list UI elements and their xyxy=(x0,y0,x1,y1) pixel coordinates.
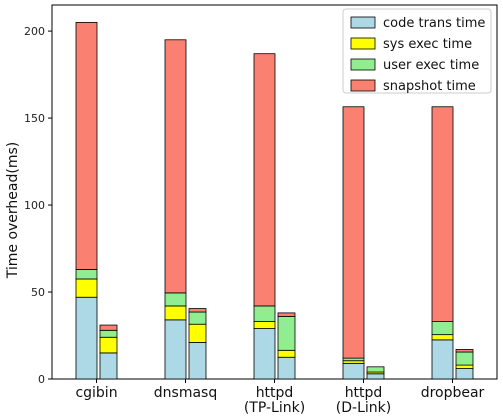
legend-swatch xyxy=(350,16,376,29)
bar-segment-user-exec-time xyxy=(75,269,98,280)
bar-segment-sys-exec-time xyxy=(164,305,187,321)
legend-swatch xyxy=(350,58,376,71)
x-tick-label: httpd (TP-Link) xyxy=(244,385,305,416)
bar-segment-sys-exec-time xyxy=(75,278,98,298)
legend-label: user exec time xyxy=(383,58,479,73)
bar-segment-sys-exec-time xyxy=(188,323,207,343)
bar-segment-user-exec-time xyxy=(164,292,187,307)
bar-segment-snapshot-time xyxy=(455,349,474,353)
bar-segment-code-trans-time xyxy=(455,368,474,380)
bar-segment-user-exec-time xyxy=(99,329,118,338)
y-tick-label: 200 xyxy=(24,25,45,38)
bar-segment-code-trans-time xyxy=(253,328,276,380)
bar-segment-code-trans-time xyxy=(164,319,187,380)
bar-segment-user-exec-time xyxy=(431,321,454,336)
bar-segment-user-exec-time xyxy=(366,366,385,373)
legend-label: code trans time xyxy=(383,16,485,31)
bar-segment-snapshot-time xyxy=(99,324,118,331)
bar-segment-sys-exec-time xyxy=(455,364,474,369)
bar-segment-code-trans-time xyxy=(188,342,207,380)
bar-segment-snapshot-time xyxy=(253,53,276,307)
y-axis-title: Time overhead(ms) xyxy=(5,142,21,280)
bar-segment-code-trans-time xyxy=(342,362,365,380)
bar-segment-snapshot-time xyxy=(431,106,454,322)
bar-segment-code-trans-time xyxy=(75,296,98,380)
bar-segment-user-exec-time xyxy=(253,305,276,322)
bar-segment-user-exec-time xyxy=(455,351,474,366)
y-tick-label: 0 xyxy=(38,373,45,386)
y-tick-label: 100 xyxy=(24,199,45,212)
x-axis: cgibin dnsmasq httpd (TP-Link) httpd (D-Link)… xyxy=(75,379,485,416)
bar-segment-snapshot-time xyxy=(164,39,187,294)
bar-segment-snapshot-time xyxy=(75,21,98,270)
x-tick-label: dropbear xyxy=(421,385,485,401)
bar-segment-snapshot-time xyxy=(342,106,365,359)
bar-segment-sys-exec-time xyxy=(99,336,118,354)
plot-area xyxy=(51,4,498,380)
legend-label: snapshot time xyxy=(383,79,476,94)
bar-segment-snapshot-time xyxy=(277,312,296,317)
bar-segment-snapshot-time xyxy=(188,308,207,313)
bar-segment-user-exec-time xyxy=(188,311,207,325)
legend-swatch xyxy=(350,37,376,50)
x-tick-label: httpd (D-Link) xyxy=(336,385,391,416)
bar-segment-code-trans-time xyxy=(277,356,296,380)
legend-swatch xyxy=(350,79,376,92)
bar-segment-sys-exec-time xyxy=(277,349,296,358)
legend-box xyxy=(342,8,492,94)
bar-segment-sys-exec-time xyxy=(431,334,454,341)
bar-segment-sys-exec-time xyxy=(253,321,276,329)
y-axis: 0 50 100 150 200 xyxy=(24,25,52,386)
bar-segment-code-trans-time xyxy=(366,373,385,380)
bar-segment-user-exec-time xyxy=(277,315,296,351)
x-tick-label: dnsmasq xyxy=(154,385,217,401)
legend-label: sys exec time xyxy=(383,37,472,52)
y-tick-label: 50 xyxy=(31,286,45,299)
x-tick-label: cgibin xyxy=(75,385,117,401)
bar-segment-code-trans-time xyxy=(99,352,118,380)
y-tick-label: 150 xyxy=(24,112,45,125)
bar-segment-code-trans-time xyxy=(431,339,454,380)
legend: code trans time sys exec time user exec ti… xyxy=(342,8,492,94)
